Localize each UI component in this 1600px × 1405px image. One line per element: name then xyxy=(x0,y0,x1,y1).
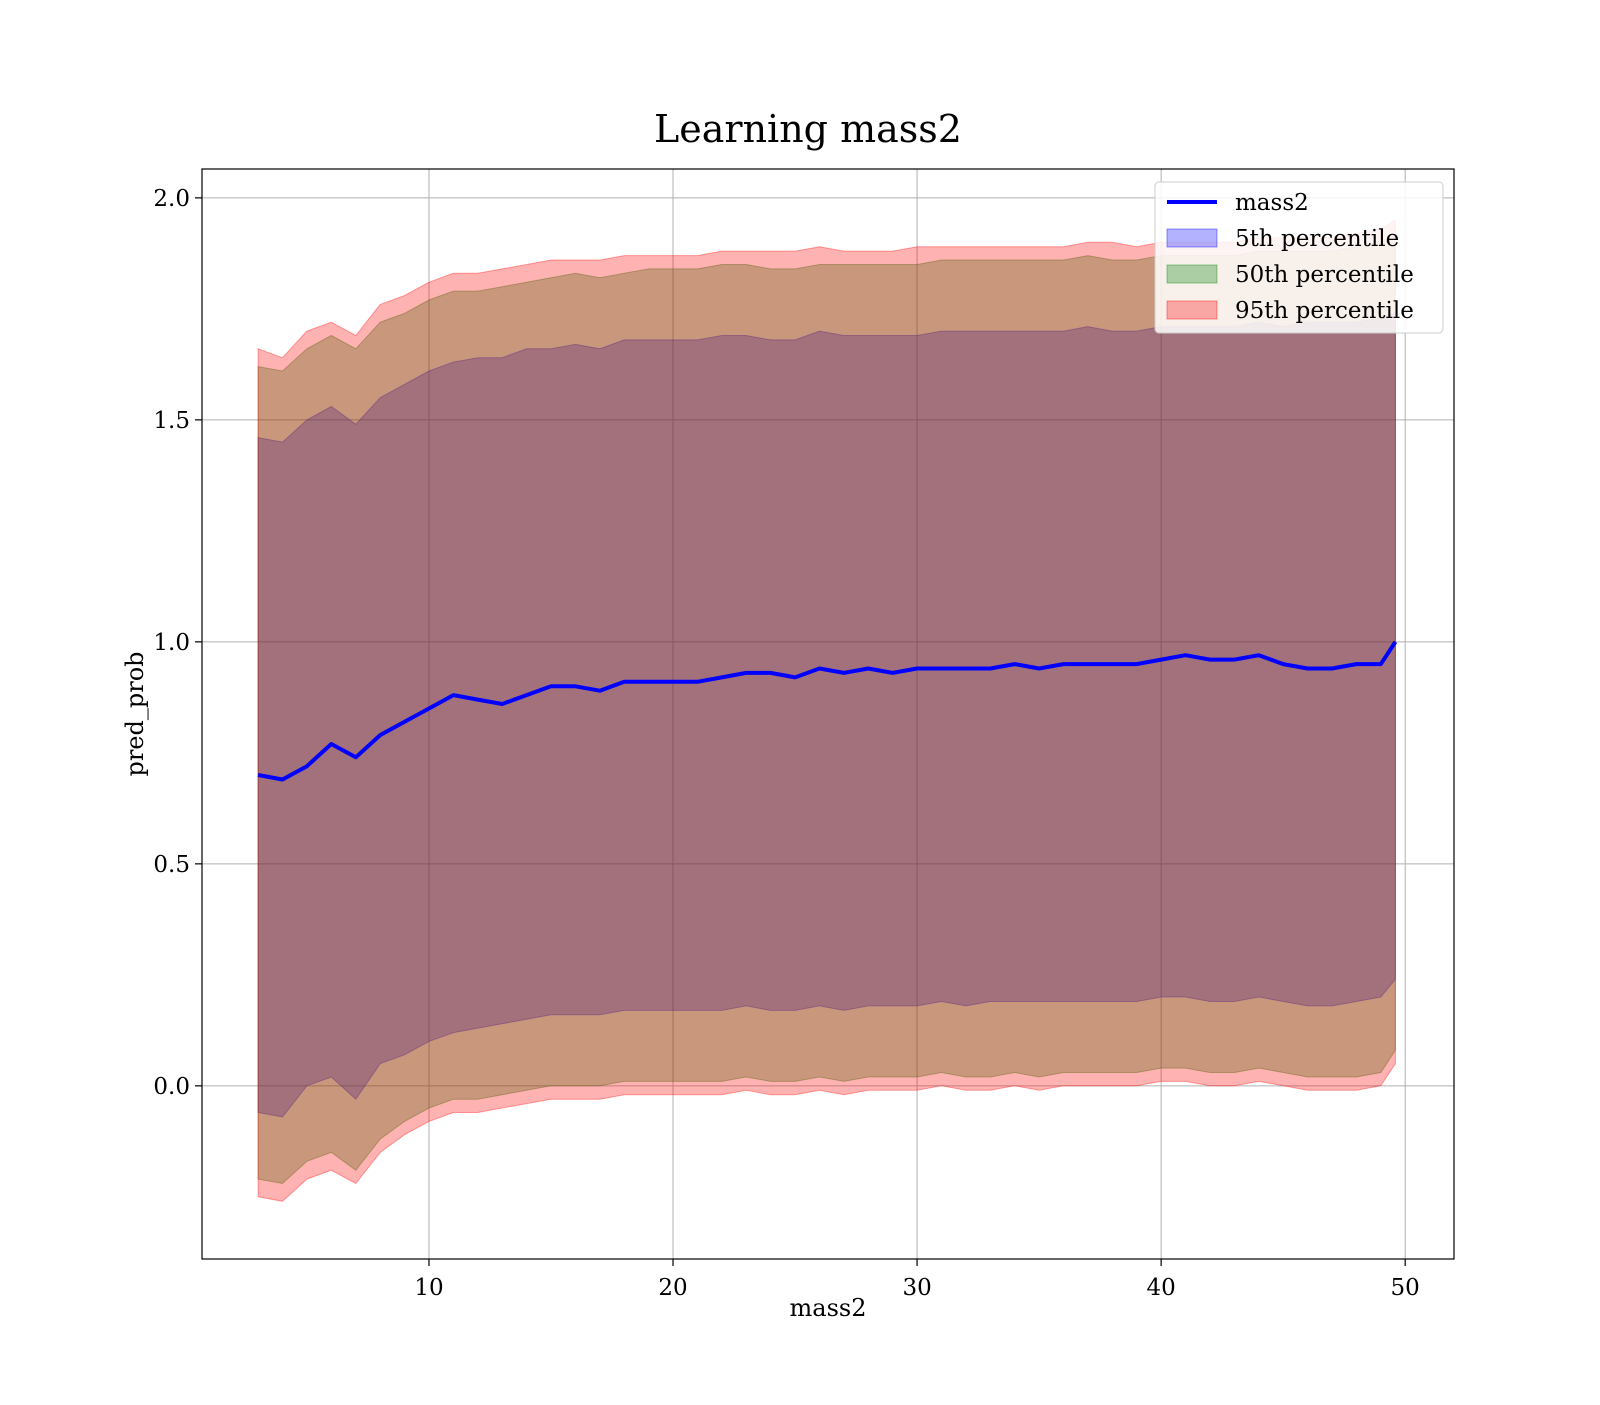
y-tick-label: 1.0 xyxy=(153,630,190,656)
y-tick-label: 1.5 xyxy=(153,408,190,434)
y-axis-label: pred_prob xyxy=(121,651,149,776)
line-layer xyxy=(257,640,1398,782)
tick-layer: 10 20 30 40 50 0.0 0.5 1.0 1.5 2.0 xyxy=(153,186,1419,1301)
chart-title: Learning mass2 xyxy=(654,107,962,151)
legend: mass2 5th percentile 50th percentile 95th p… xyxy=(1154,181,1444,334)
legend-band-swatch xyxy=(1166,300,1218,320)
legend-band-swatch xyxy=(1166,264,1218,284)
legend-label: 5th percentile xyxy=(1235,226,1399,252)
series-line-mass2 xyxy=(257,640,1398,782)
x-tick-label: 40 xyxy=(1146,1275,1175,1301)
x-tick-label: 10 xyxy=(414,1275,443,1301)
x-axis-label: mass2 xyxy=(790,1294,867,1322)
legend-label: 95th percentile xyxy=(1235,298,1414,324)
legend-box xyxy=(1154,181,1444,334)
x-tick-label: 50 xyxy=(1391,1275,1420,1301)
band-5th-percentile xyxy=(257,312,1396,1118)
y-tick-label: 2.0 xyxy=(153,186,190,212)
plot-frame xyxy=(201,168,1455,1260)
y-tick-label: 0.5 xyxy=(153,852,190,878)
x-tick-label: 30 xyxy=(902,1275,931,1301)
y-tick-label: 0.0 xyxy=(153,1074,190,1100)
legend-band-swatch xyxy=(1166,228,1218,248)
band-50th-percentile xyxy=(257,241,1396,1185)
legend-label: mass2 xyxy=(1235,190,1309,216)
band-layer xyxy=(257,219,1396,1202)
legend-label: 50th percentile xyxy=(1235,262,1414,288)
band-95th-percentile xyxy=(257,219,1396,1202)
x-tick-label: 20 xyxy=(658,1275,687,1301)
